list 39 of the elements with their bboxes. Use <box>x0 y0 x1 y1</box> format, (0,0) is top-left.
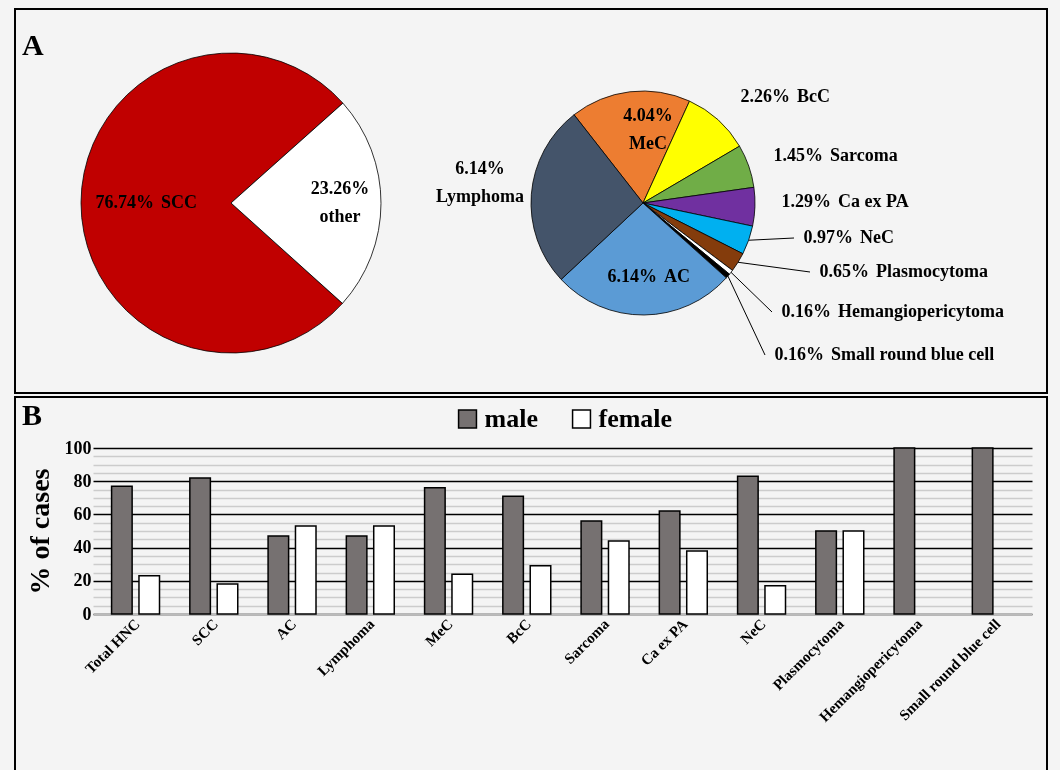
y-tick-label: 20 <box>73 570 92 591</box>
y-tick-label: 60 <box>73 503 92 524</box>
legend-label: female <box>598 404 673 433</box>
data-label: 4.04% <box>623 105 673 125</box>
y-tick-label: 100 <box>64 437 92 458</box>
slice-label: BcC <box>797 86 830 106</box>
data-label: 1.29% <box>781 191 831 211</box>
slice-label: Hemangiopericytoma <box>838 301 1004 321</box>
text: B <box>22 398 43 431</box>
text: A <box>22 28 44 61</box>
y-axis-title: % of cases <box>23 468 55 595</box>
x-tick-label: AC <box>272 615 300 643</box>
legend-label: male <box>484 404 538 433</box>
y-tick-label: 80 <box>73 470 92 491</box>
data-label: 0.65% <box>819 261 869 281</box>
x-tick-label: Ca ex PA <box>637 615 691 669</box>
data-label: 2.26% <box>740 86 790 106</box>
slice-label: SCC <box>161 192 198 212</box>
data-label: 0.16% <box>774 344 824 364</box>
slice-label: AC <box>664 266 690 286</box>
data-label: 0.97% <box>803 227 853 247</box>
x-tick-label: BcC <box>503 615 534 647</box>
data-label: 76.74% <box>95 192 154 212</box>
slice-label: Sarcoma <box>830 145 898 165</box>
slice-label: MeC <box>629 133 667 153</box>
bar <box>764 585 787 615</box>
y-tick-label: 40 <box>73 537 92 558</box>
slice-label: Lymphoma <box>435 186 525 206</box>
slice-label: Ca ex PA <box>838 191 909 211</box>
data-label: 1.45% <box>773 145 823 165</box>
data-label: 0.16% <box>781 301 831 321</box>
slice-label: NeC <box>860 227 894 247</box>
slice-label: other <box>319 206 361 226</box>
data-label: 23.26% <box>310 178 370 198</box>
slice-label: Small round blue cell <box>831 344 995 364</box>
y-tick-label: 0 <box>82 603 92 624</box>
data-label: 6.14% <box>607 266 657 286</box>
data-label: 6.14% <box>455 158 505 178</box>
slice-label: Plasmocytoma <box>876 261 988 281</box>
